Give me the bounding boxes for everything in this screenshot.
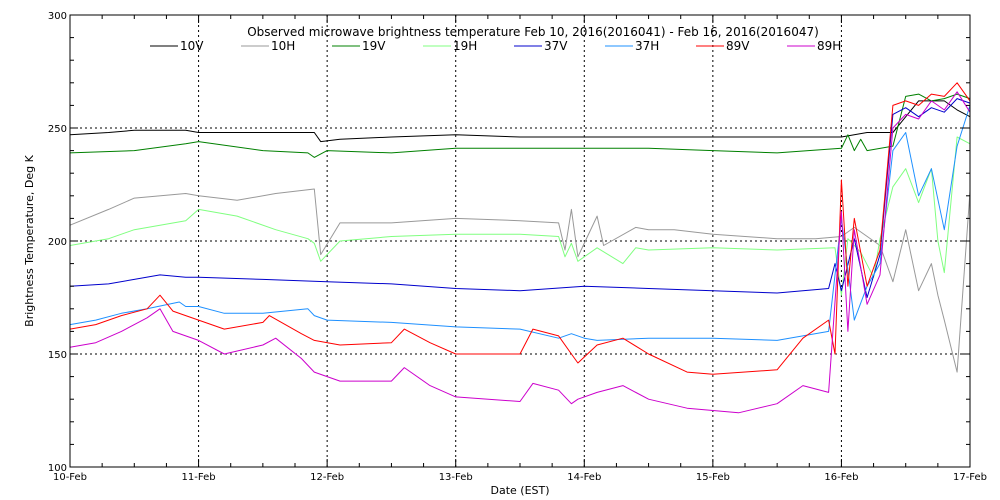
axis-ticks: 10-Feb 11-Feb 12-Feb 13-Feb 14-Feb 15-Feb 16-F…: [48, 11, 987, 483]
legend-label-10h: 10H: [271, 39, 295, 53]
chart-title: Observed microwave brightness temperatur…: [247, 25, 819, 39]
x-tick-label: 11-Feb: [182, 472, 216, 483]
x-axis-label: Date (EST): [490, 484, 549, 497]
legend-label-37h: 37H: [635, 39, 659, 53]
y-axis-label: Brightness Temperature, Deg K: [23, 154, 36, 326]
series-line-10h: [69, 188, 971, 373]
y-tick-label: 300: [48, 11, 67, 22]
y-tick-label: 100: [48, 463, 67, 474]
x-tick-label: 15-Feb: [696, 472, 730, 483]
legend-label-19h: 19H: [453, 39, 477, 53]
x-tick-label: 14-Feb: [567, 472, 601, 483]
series-line-89h: [69, 91, 971, 414]
x-tick-label: 12-Feb: [310, 472, 344, 483]
series-line-89v: [69, 82, 971, 375]
y-tick-label: 150: [48, 350, 67, 361]
legend: 10V 10H 19V 19H 37V 37H 89V 89H: [150, 39, 841, 53]
legend-label-89h: 89H: [817, 39, 841, 53]
x-tick-label: 10-Feb: [53, 472, 87, 483]
legend-label-89v: 89V: [726, 39, 750, 53]
legend-label-10v: 10V: [180, 39, 204, 53]
series-line-10v: [69, 100, 971, 143]
series-line-37h: [69, 105, 971, 341]
legend-label-19v: 19V: [362, 39, 386, 53]
series-line-19v: [69, 93, 971, 158]
series-line-19h: [69, 136, 971, 296]
series-line-37v: [69, 98, 971, 298]
x-tick-label: 13-Feb: [439, 472, 473, 483]
x-tick-label: 16-Feb: [824, 472, 858, 483]
x-tick-label: 17-Feb: [953, 472, 987, 483]
y-tick-label: 250: [48, 124, 67, 135]
y-tick-label: 200: [48, 237, 67, 248]
legend-label-37v: 37V: [544, 39, 568, 53]
data-series: [69, 82, 971, 414]
